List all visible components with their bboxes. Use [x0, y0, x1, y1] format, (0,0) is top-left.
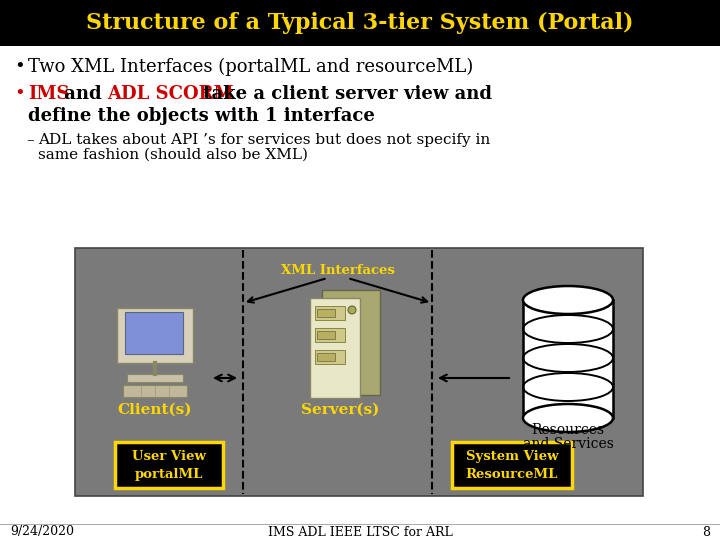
Text: User View: User View: [132, 450, 206, 463]
Text: Two XML Interfaces (portalML and resourceML): Two XML Interfaces (portalML and resourc…: [28, 58, 473, 76]
Bar: [523, 300, 613, 418]
Bar: [317, 353, 335, 361]
Text: same fashion (should also be XML): same fashion (should also be XML): [38, 148, 308, 162]
Text: •: •: [14, 58, 24, 76]
Bar: [115, 442, 223, 488]
Text: 8: 8: [702, 525, 710, 538]
Text: ResourceML: ResourceML: [466, 468, 558, 481]
Text: 9/24/2020: 9/24/2020: [10, 525, 74, 538]
Bar: [310, 298, 360, 398]
Text: Resources: Resources: [531, 423, 605, 437]
Bar: [452, 442, 572, 488]
Text: and Services: and Services: [523, 437, 613, 451]
Circle shape: [348, 306, 356, 314]
Bar: [315, 306, 345, 320]
Bar: [317, 331, 335, 339]
Bar: [117, 308, 193, 363]
Text: ADL takes about API ’s for services but does not specify in: ADL takes about API ’s for services but …: [38, 133, 490, 147]
Bar: [322, 290, 380, 395]
Bar: [123, 385, 187, 397]
Ellipse shape: [523, 404, 613, 432]
Text: System View: System View: [466, 450, 558, 463]
Text: XML Interfaces: XML Interfaces: [281, 264, 395, 277]
Text: Client(s): Client(s): [118, 403, 192, 417]
Text: Server(s): Server(s): [301, 403, 379, 417]
Text: and: and: [58, 85, 108, 103]
Bar: [315, 350, 345, 364]
Text: ADL SCORM: ADL SCORM: [107, 85, 234, 103]
Bar: [125, 312, 183, 354]
Text: take a client server view and: take a client server view and: [197, 85, 492, 103]
Text: portalML: portalML: [135, 468, 203, 481]
Text: define the objects with 1 interface: define the objects with 1 interface: [28, 107, 375, 125]
Bar: [127, 374, 183, 382]
Text: IMS: IMS: [28, 85, 70, 103]
Bar: [0, 0, 720, 46]
Text: IMS ADL IEEE LTSC for ARL: IMS ADL IEEE LTSC for ARL: [268, 525, 452, 538]
Text: •: •: [14, 85, 24, 103]
Bar: [315, 328, 345, 342]
Bar: [317, 309, 335, 317]
Ellipse shape: [523, 286, 613, 314]
Text: Structure of a Typical 3-tier System (Portal): Structure of a Typical 3-tier System (Po…: [86, 12, 634, 34]
Bar: [75, 248, 643, 496]
Text: –: –: [26, 133, 34, 147]
